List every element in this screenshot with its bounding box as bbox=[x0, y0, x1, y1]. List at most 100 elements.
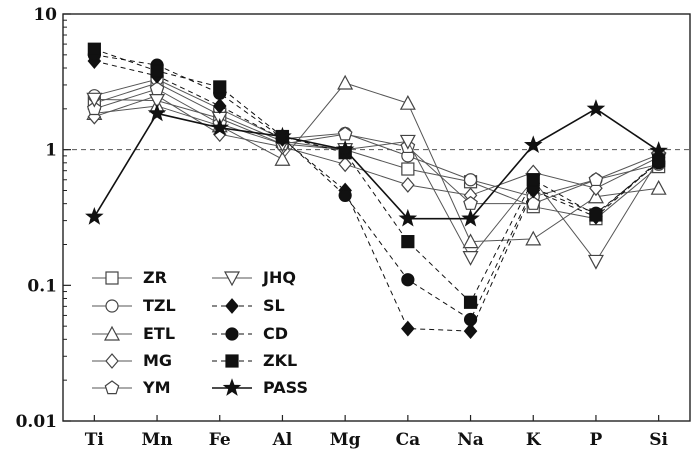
point-zr-ca bbox=[401, 162, 415, 176]
series-line-pass bbox=[93, 107, 660, 220]
series-line-zkl bbox=[94, 48, 659, 304]
y-tick-label: 0.1 bbox=[27, 276, 57, 296]
point-pass-na bbox=[461, 208, 480, 227]
y-tick-label: 10 bbox=[33, 5, 57, 25]
axes-group: 0.01 0.1 1 10 Ti Mn Fe Al Mg Ca Na K P Si bbox=[16, 5, 669, 450]
legend-label-mg: MG bbox=[143, 351, 172, 370]
point-etl-na bbox=[462, 233, 479, 249]
point-pass-p bbox=[586, 99, 606, 117]
point-zkl-p bbox=[589, 208, 603, 222]
point-pass-ca bbox=[398, 208, 418, 227]
legend-group: ZR TZL ETL MG YM JHQ SL CD ZKL PASS bbox=[92, 268, 308, 397]
point-pass-si bbox=[649, 141, 668, 159]
point-zkl-na bbox=[463, 295, 478, 309]
point-jhq-ca bbox=[399, 134, 416, 150]
legend-item-pass: PASS bbox=[212, 378, 308, 397]
point-zkl-ti bbox=[87, 42, 101, 56]
point-jhq-na bbox=[462, 251, 479, 266]
series-line-zr bbox=[94, 82, 659, 220]
legend-label-etl: ETL bbox=[143, 324, 175, 343]
y-tick-label: 0.01 bbox=[16, 412, 57, 432]
x-tick-label: Fe bbox=[209, 430, 231, 450]
legend-item-sl: SL bbox=[212, 296, 285, 315]
legend-item-etl: ETL bbox=[92, 324, 175, 343]
point-zkl-fe bbox=[213, 80, 227, 94]
point-etl-mg bbox=[337, 74, 354, 90]
legend-marker-jhq bbox=[223, 271, 241, 287]
legend-label-cd: CD bbox=[263, 324, 288, 343]
legend-marker-sl bbox=[225, 298, 239, 314]
point-ym-p bbox=[588, 172, 604, 187]
legend-marker-zr bbox=[105, 271, 119, 285]
point-etl-al bbox=[274, 150, 291, 166]
series-cd bbox=[87, 48, 666, 327]
point-ym-mg bbox=[337, 126, 353, 141]
legend-item-mg: MG bbox=[92, 351, 172, 370]
legend-item-tzl: TZL bbox=[92, 296, 176, 315]
series-line-ym bbox=[94, 88, 659, 205]
series-group bbox=[85, 42, 668, 340]
point-zkl-k bbox=[526, 173, 540, 187]
x-tick-label: P bbox=[590, 430, 603, 450]
legend-marker-pass bbox=[222, 378, 242, 396]
point-pass-k bbox=[523, 135, 543, 154]
series-line-sl bbox=[94, 60, 659, 332]
point-etl-ca bbox=[399, 94, 416, 110]
point-cd-mg bbox=[338, 188, 352, 203]
series-line-etl bbox=[94, 82, 659, 243]
legend-marker-cd bbox=[225, 327, 239, 341]
series-pass bbox=[85, 99, 668, 227]
point-zkl-mn bbox=[150, 64, 164, 78]
point-pass-mn bbox=[147, 103, 167, 122]
legend-label-jhq: JHQ bbox=[262, 268, 296, 287]
x-tick-label: Si bbox=[649, 430, 668, 450]
legend-label-zkl: ZKL bbox=[263, 351, 297, 370]
legend-marker-mg bbox=[105, 353, 119, 369]
point-jhq-p bbox=[587, 254, 604, 270]
legend-item-ym: YM bbox=[92, 378, 171, 397]
point-jhq-mn bbox=[149, 93, 166, 109]
legend-label-pass: PASS bbox=[263, 378, 308, 397]
x-tick-label: Mn bbox=[141, 430, 172, 450]
legend-label-sl: SL bbox=[263, 296, 285, 315]
legend-label-zr: ZR bbox=[143, 268, 167, 287]
series-line-cd bbox=[94, 54, 659, 321]
x-tick-label: Mg bbox=[330, 430, 361, 450]
legend-item-cd: CD bbox=[212, 324, 288, 343]
plot-frame bbox=[62, 13, 691, 422]
point-ym-ti bbox=[86, 101, 102, 116]
point-mg-mg bbox=[338, 156, 352, 173]
point-etl-si bbox=[650, 179, 667, 195]
x-tick-label: Na bbox=[457, 430, 484, 450]
series-line-tzl bbox=[94, 78, 659, 198]
legend-marker-tzl bbox=[105, 299, 119, 313]
x-tick-label: Ca bbox=[396, 430, 421, 450]
legend-marker-ym bbox=[104, 380, 120, 395]
point-pass-al bbox=[273, 126, 292, 145]
point-sl-na bbox=[463, 323, 478, 340]
point-etl-k bbox=[525, 230, 542, 246]
series-etl bbox=[86, 74, 667, 249]
plot-frame-group bbox=[62, 13, 691, 422]
series-zkl bbox=[87, 42, 666, 309]
legend-label-ym: YM bbox=[142, 378, 171, 397]
point-zkl-ca bbox=[401, 235, 415, 249]
x-tick-label: K bbox=[526, 430, 542, 450]
point-sl-ca bbox=[401, 320, 415, 337]
point-mg-ca bbox=[401, 176, 415, 193]
point-cd-na bbox=[463, 312, 478, 327]
x-tick-label: Al bbox=[272, 430, 293, 450]
point-sl-fe bbox=[212, 98, 227, 114]
series-line-jhq bbox=[94, 98, 660, 263]
point-cd-ca bbox=[401, 273, 415, 287]
point-pass-fe bbox=[210, 118, 230, 136]
point-tzl-na bbox=[463, 173, 478, 187]
point-jhq-ti bbox=[86, 92, 103, 108]
legend-marker-etl bbox=[103, 325, 121, 341]
legend-marker-zkl bbox=[225, 354, 239, 368]
legend-item-zkl: ZKL bbox=[212, 351, 297, 370]
point-pass-ti bbox=[85, 207, 104, 225]
point-ym-na bbox=[463, 195, 478, 210]
